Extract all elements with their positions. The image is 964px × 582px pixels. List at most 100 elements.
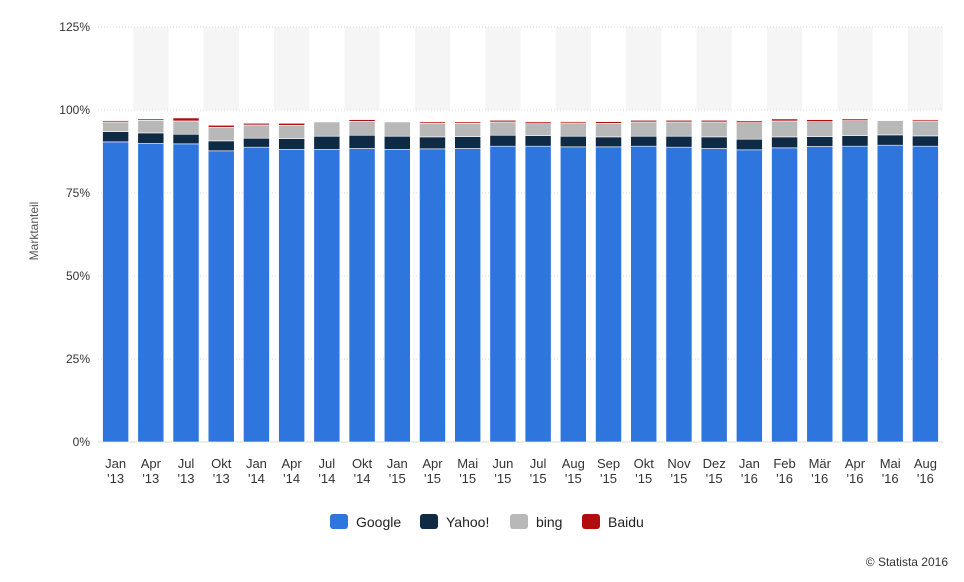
bar-segment-baidu[interactable] xyxy=(700,119,728,123)
bar-segment-google[interactable] xyxy=(489,145,517,443)
bar-segment-google[interactable] xyxy=(454,148,482,443)
bar-segment-google[interactable] xyxy=(419,148,446,443)
bar-segment-google[interactable] xyxy=(912,145,939,443)
bar-segment-bing[interactable] xyxy=(313,121,341,137)
bar-segment-baidu[interactable] xyxy=(348,119,376,122)
legend-item-bing[interactable]: bing xyxy=(510,514,562,530)
bar-segment-bing[interactable] xyxy=(172,120,200,135)
bar-segment-yahoo[interactable] xyxy=(419,136,446,150)
bar-segment-yahoo[interactable] xyxy=(454,136,482,149)
bar-segment-google[interactable] xyxy=(348,148,376,443)
bar-segment-google[interactable] xyxy=(383,149,411,443)
bar-segment-yahoo[interactable] xyxy=(524,135,552,147)
bar-segment-google[interactable] xyxy=(207,150,235,443)
bar-segment-yahoo[interactable] xyxy=(841,135,869,147)
bar-segment-bing[interactable] xyxy=(137,119,165,134)
bar-segment-google[interactable] xyxy=(595,146,622,443)
bar-segment-baidu[interactable] xyxy=(736,120,763,123)
bar-segment-bing[interactable] xyxy=(243,124,270,139)
bar-segment-yahoo[interactable] xyxy=(278,138,305,150)
bar-segment-yahoo[interactable] xyxy=(736,138,763,151)
bar-segment-bing[interactable] xyxy=(665,121,693,137)
bar-segment-yahoo[interactable] xyxy=(207,140,235,152)
bar-segment-yahoo[interactable] xyxy=(700,136,728,149)
bar-segment-google[interactable] xyxy=(243,146,270,443)
bar-segment-yahoo[interactable] xyxy=(665,135,693,148)
bar-segment-baidu[interactable] xyxy=(630,119,658,123)
bar-segment-bing[interactable] xyxy=(454,122,482,137)
bar-segment-yahoo[interactable] xyxy=(771,136,798,149)
bar-segment-baidu[interactable] xyxy=(595,121,622,124)
bar-segment-yahoo[interactable] xyxy=(102,131,129,143)
bar-segment-baidu[interactable] xyxy=(419,121,446,124)
bar-segment-bing[interactable] xyxy=(524,123,552,136)
bar-segment-bing[interactable] xyxy=(876,120,904,136)
bar-segment-baidu[interactable] xyxy=(137,118,165,121)
bar-segment-yahoo[interactable] xyxy=(630,135,658,147)
legend-item-baidu[interactable]: Baidu xyxy=(582,514,644,530)
bar-segment-yahoo[interactable] xyxy=(806,136,834,147)
bar-segment-bing[interactable] xyxy=(489,121,517,136)
bar-segment-baidu[interactable] xyxy=(243,122,270,126)
bar-segment-baidu[interactable] xyxy=(912,119,939,122)
bar-segment-baidu[interactable] xyxy=(524,121,552,124)
bar-segment-yahoo[interactable] xyxy=(243,137,270,148)
bar-segment-bing[interactable] xyxy=(912,120,939,137)
bar-segment-baidu[interactable] xyxy=(771,118,798,122)
bar-segment-google[interactable] xyxy=(278,149,305,443)
bar-segment-google[interactable] xyxy=(102,141,129,443)
bar-segment-google[interactable] xyxy=(137,143,165,443)
bar-segment-bing[interactable] xyxy=(348,120,376,136)
bar-segment-google[interactable] xyxy=(524,145,552,443)
bar-segment-bing[interactable] xyxy=(278,124,305,139)
bar-segment-google[interactable] xyxy=(313,149,341,443)
bar-segment-google[interactable] xyxy=(630,145,658,443)
bar-segment-bing[interactable] xyxy=(383,121,411,137)
bar-segment-yahoo[interactable] xyxy=(912,135,939,147)
bar-segment-google[interactable] xyxy=(665,146,693,443)
bar-segment-baidu[interactable] xyxy=(454,121,482,124)
bar-segment-yahoo[interactable] xyxy=(383,135,411,150)
bar-segment-bing[interactable] xyxy=(700,121,728,138)
bar-segment-bing[interactable] xyxy=(806,121,834,137)
bar-segment-bing[interactable] xyxy=(102,121,129,132)
bar-segment-yahoo[interactable] xyxy=(489,134,517,147)
bar-segment-google[interactable] xyxy=(559,146,587,443)
statista-credit[interactable]: © Statista 2016 xyxy=(865,555,948,569)
bar-segment-baidu[interactable] xyxy=(207,124,235,128)
bar-segment-bing[interactable] xyxy=(736,122,763,140)
bar-segment-google[interactable] xyxy=(700,148,728,443)
bar-segment-google[interactable] xyxy=(876,144,904,443)
column-band xyxy=(837,27,873,110)
bar-segment-baidu[interactable] xyxy=(841,118,869,121)
bar-segment-bing[interactable] xyxy=(595,122,622,138)
bar-segment-baidu[interactable] xyxy=(102,120,129,123)
bar-segment-yahoo[interactable] xyxy=(137,132,165,144)
bar-segment-google[interactable] xyxy=(806,146,834,443)
bar-segment-baidu[interactable] xyxy=(278,122,305,126)
legend-item-yahoo[interactable]: Yahoo! xyxy=(420,514,489,530)
bar-segment-baidu[interactable] xyxy=(806,119,834,122)
bar-segment-bing[interactable] xyxy=(841,120,869,136)
bar-segment-yahoo[interactable] xyxy=(313,135,341,150)
bar-segment-baidu[interactable] xyxy=(172,117,200,122)
bar-segment-yahoo[interactable] xyxy=(595,136,622,148)
bar-segment-google[interactable] xyxy=(172,143,200,443)
bar-segment-yahoo[interactable] xyxy=(172,133,200,145)
bar-segment-bing[interactable] xyxy=(559,122,587,137)
legend[interactable]: Google Yahoo! bing Baidu xyxy=(330,514,644,530)
bar-segment-google[interactable] xyxy=(736,149,763,443)
bar-segment-bing[interactable] xyxy=(419,122,446,138)
legend-item-google[interactable]: Google xyxy=(330,514,401,530)
bar-segment-yahoo[interactable] xyxy=(559,135,587,148)
bar-segment-google[interactable] xyxy=(841,145,869,443)
bar-segment-yahoo[interactable] xyxy=(876,134,904,146)
bar-segment-baidu[interactable] xyxy=(489,119,517,123)
bar-segment-bing[interactable] xyxy=(630,121,658,137)
bar-segment-bing[interactable] xyxy=(771,120,798,138)
bar-segment-google[interactable] xyxy=(771,147,798,443)
bar-segment-baidu[interactable] xyxy=(559,121,587,124)
bar-segment-yahoo[interactable] xyxy=(348,134,376,149)
bar-segment-bing[interactable] xyxy=(207,126,235,142)
bar-segment-baidu[interactable] xyxy=(665,119,693,123)
